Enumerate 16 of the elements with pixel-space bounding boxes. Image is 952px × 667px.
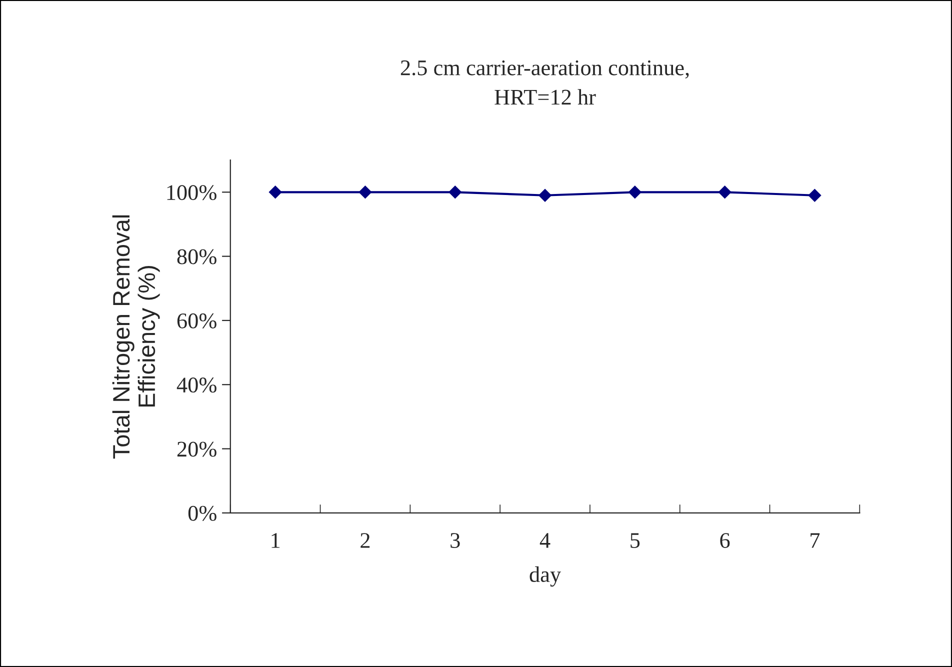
y-tick-label: 20%	[177, 442, 216, 457]
y-tick-label: 0%	[188, 506, 216, 521]
y-tick-label: 60%	[177, 313, 216, 328]
y-tick-label: 100%	[167, 185, 216, 200]
x-tick-label: 4	[540, 533, 550, 548]
x-tick-label: 6	[720, 533, 730, 548]
x-tick-label: 7	[810, 533, 820, 548]
x-tick-label: 5	[630, 533, 640, 548]
y-axis-title: Total Nitrogen Removal Efficiency (%)	[112, 215, 160, 459]
y-tick-label: 80%	[177, 249, 216, 264]
x-tick-label: 2	[360, 533, 370, 548]
x-tick-label: 1	[272, 533, 280, 548]
y-tick-label: 40%	[176, 378, 216, 393]
x-axis-title: day	[530, 566, 561, 587]
x-tick-label: 3	[450, 533, 460, 548]
chart-title: 2.5 cm carrier-aeration continue, HRT=12 hr	[400, 60, 689, 105]
